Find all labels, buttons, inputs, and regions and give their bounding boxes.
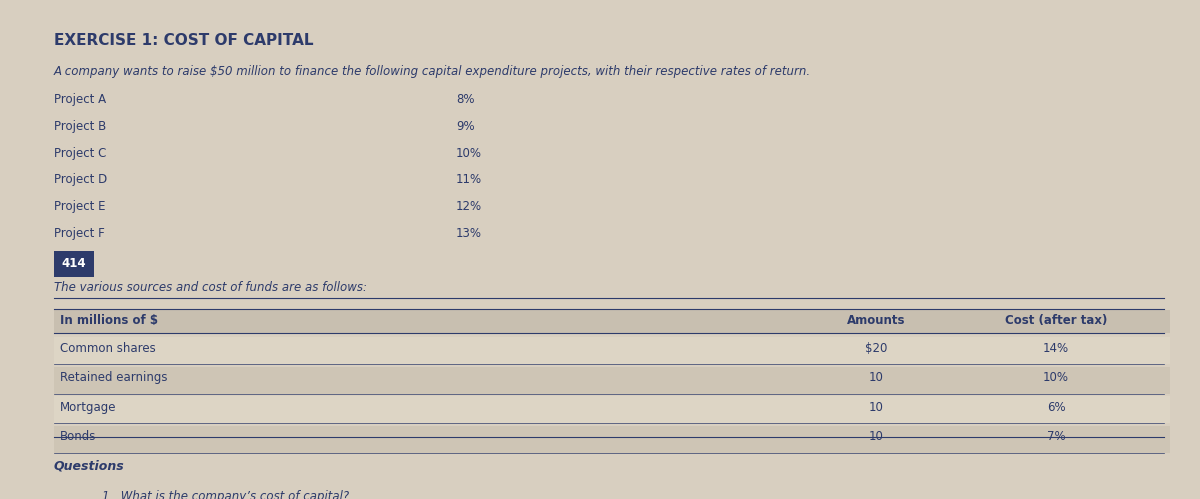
Text: 1.  What is the company’s cost of capital?: 1. What is the company’s cost of capital… xyxy=(102,490,349,499)
Bar xyxy=(54,426,1170,453)
Text: Questions: Questions xyxy=(54,460,125,473)
Text: $20: $20 xyxy=(865,342,887,355)
Text: 14%: 14% xyxy=(1043,342,1069,355)
Text: Project F: Project F xyxy=(54,227,104,240)
Bar xyxy=(54,367,1170,394)
Text: A company wants to raise $50 million to finance the following capital expenditur: A company wants to raise $50 million to … xyxy=(54,65,811,78)
Text: Project C: Project C xyxy=(54,147,107,160)
Text: Mortgage: Mortgage xyxy=(60,401,116,414)
Text: 10: 10 xyxy=(869,401,883,414)
Text: 12%: 12% xyxy=(456,200,482,213)
Text: Project E: Project E xyxy=(54,200,106,213)
Text: Bonds: Bonds xyxy=(60,430,96,443)
Text: 10%: 10% xyxy=(456,147,482,160)
Text: Cost (after tax): Cost (after tax) xyxy=(1004,314,1108,327)
Text: 10%: 10% xyxy=(1043,371,1069,384)
Text: Amounts: Amounts xyxy=(847,314,905,327)
Text: 6%: 6% xyxy=(1046,401,1066,414)
Text: 9%: 9% xyxy=(456,120,475,133)
Text: Project B: Project B xyxy=(54,120,107,133)
Text: 8%: 8% xyxy=(456,93,474,106)
Text: 13%: 13% xyxy=(456,227,482,240)
Text: 10: 10 xyxy=(869,430,883,443)
Text: EXERCISE 1: COST OF CAPITAL: EXERCISE 1: COST OF CAPITAL xyxy=(54,33,313,48)
Bar xyxy=(54,310,1170,333)
Text: The various sources and cost of funds are as follows:: The various sources and cost of funds ar… xyxy=(54,281,367,294)
Text: 11%: 11% xyxy=(456,173,482,186)
Bar xyxy=(54,251,94,276)
Text: Project D: Project D xyxy=(54,173,107,186)
Text: Retained earnings: Retained earnings xyxy=(60,371,168,384)
Text: 7%: 7% xyxy=(1046,430,1066,443)
Text: In millions of $: In millions of $ xyxy=(60,314,158,327)
Text: 414: 414 xyxy=(61,257,86,270)
Bar xyxy=(54,337,1170,364)
Text: 10: 10 xyxy=(869,371,883,384)
Text: Common shares: Common shares xyxy=(60,342,156,355)
Text: Project A: Project A xyxy=(54,93,106,106)
Bar xyxy=(54,396,1170,423)
